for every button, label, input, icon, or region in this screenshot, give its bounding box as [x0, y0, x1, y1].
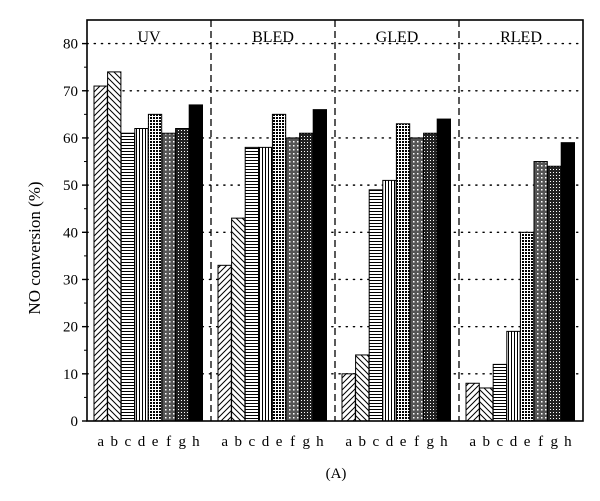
- bar-uv-e: [147, 113, 163, 422]
- bar-bled-c: [244, 146, 259, 422]
- category-label-e: e: [276, 434, 283, 450]
- category-label-f: f: [538, 434, 543, 450]
- category-label-f: f: [290, 434, 295, 450]
- category-label-a: a: [221, 434, 228, 450]
- bar-bled-e: [271, 113, 287, 422]
- y-tick-label: 80: [63, 37, 78, 53]
- category-label-b: b: [359, 434, 367, 450]
- category-label-e: e: [400, 434, 407, 450]
- bar-rled-b: [479, 387, 494, 422]
- category-label-f: f: [414, 434, 419, 450]
- category-label-a: a: [97, 434, 104, 450]
- bar-rled-d: [506, 330, 521, 422]
- category-label-c: c: [497, 434, 504, 450]
- category-label-g: g: [303, 434, 311, 450]
- panel-label-gled: GLED: [376, 29, 419, 46]
- category-label-a: a: [345, 434, 352, 450]
- category-label-f: f: [166, 434, 171, 450]
- bar-uv-c: [120, 132, 135, 422]
- bar-uv-d: [134, 128, 149, 422]
- bar-gled-g: [423, 132, 438, 422]
- category-label-h: h: [316, 434, 324, 450]
- y-axis-label: NO conversion (%): [25, 181, 44, 314]
- category-label-c: c: [125, 434, 132, 450]
- bar-gled-d: [382, 179, 397, 422]
- y-tick-label: 40: [63, 225, 78, 241]
- y-tick-label: 20: [63, 320, 78, 336]
- category-label-c: c: [249, 434, 256, 450]
- category-label-b: b: [483, 434, 491, 450]
- panel-label-uv: UV: [137, 29, 161, 46]
- panel-label-bled: BLED: [252, 29, 294, 46]
- bar-bled-h: [312, 109, 328, 422]
- bar-bled-b: [231, 217, 246, 422]
- category-label-g: g: [179, 434, 187, 450]
- axes: [86, 19, 584, 422]
- bar-gled-a: [341, 373, 356, 422]
- category-label-b: b: [235, 434, 243, 450]
- bar-rled-a: [465, 382, 480, 422]
- category-label-h: h: [564, 434, 572, 450]
- category-label-d: d: [262, 434, 270, 450]
- category-label-d: d: [386, 434, 394, 450]
- category-label-d: d: [138, 434, 146, 450]
- bar-bled-d: [258, 146, 273, 422]
- bar-uv-g: [175, 128, 190, 422]
- category-label-b: b: [111, 434, 119, 450]
- y-tick-label: 0: [71, 414, 79, 430]
- y-tick-label: 60: [63, 131, 78, 147]
- plot-frame: [86, 19, 584, 422]
- bar-gled-b: [355, 354, 370, 422]
- bar-gled-f: [409, 137, 424, 422]
- bar-gled-h: [436, 118, 452, 422]
- category-label-d: d: [510, 434, 518, 450]
- y-tick-label: 30: [63, 272, 78, 288]
- bar-bled-f: [285, 137, 300, 422]
- y-tick-label: 10: [63, 367, 78, 383]
- y-tick-label: 70: [63, 84, 78, 100]
- bar-rled-g: [547, 165, 562, 422]
- figure-caption: (A): [326, 466, 347, 482]
- category-label-g: g: [551, 434, 559, 450]
- bars: [93, 71, 576, 422]
- category-label-h: h: [440, 434, 448, 450]
- bar-uv-b: [107, 71, 122, 422]
- category-label-g: g: [427, 434, 435, 450]
- bar-uv-f: [161, 132, 176, 422]
- bar-rled-e: [519, 231, 535, 422]
- bar-uv-h: [188, 104, 203, 422]
- y-tick-label: 50: [63, 178, 78, 194]
- bar-rled-c: [492, 363, 508, 422]
- panel-label-rled: RLED: [500, 29, 542, 46]
- panel-dividers: [210, 20, 460, 421]
- category-label-c: c: [373, 434, 380, 450]
- panel-labels: UV BLED GLED RLED: [137, 29, 541, 46]
- category-label-e: e: [152, 434, 159, 450]
- category-label-e: e: [524, 434, 531, 450]
- category-label-a: a: [469, 434, 476, 450]
- bar-rled-f: [533, 161, 548, 422]
- category-label-h: h: [192, 434, 200, 450]
- bar-gled-e: [395, 123, 411, 422]
- bar-gled-c: [368, 189, 384, 422]
- y-ticks: 0 10 20 30 40 50 60 70 80: [63, 37, 87, 430]
- bar-rled-h: [560, 142, 576, 422]
- bar-uv-a: [93, 85, 108, 422]
- bar-bled-g: [299, 132, 314, 422]
- bar-bled-a: [217, 264, 232, 422]
